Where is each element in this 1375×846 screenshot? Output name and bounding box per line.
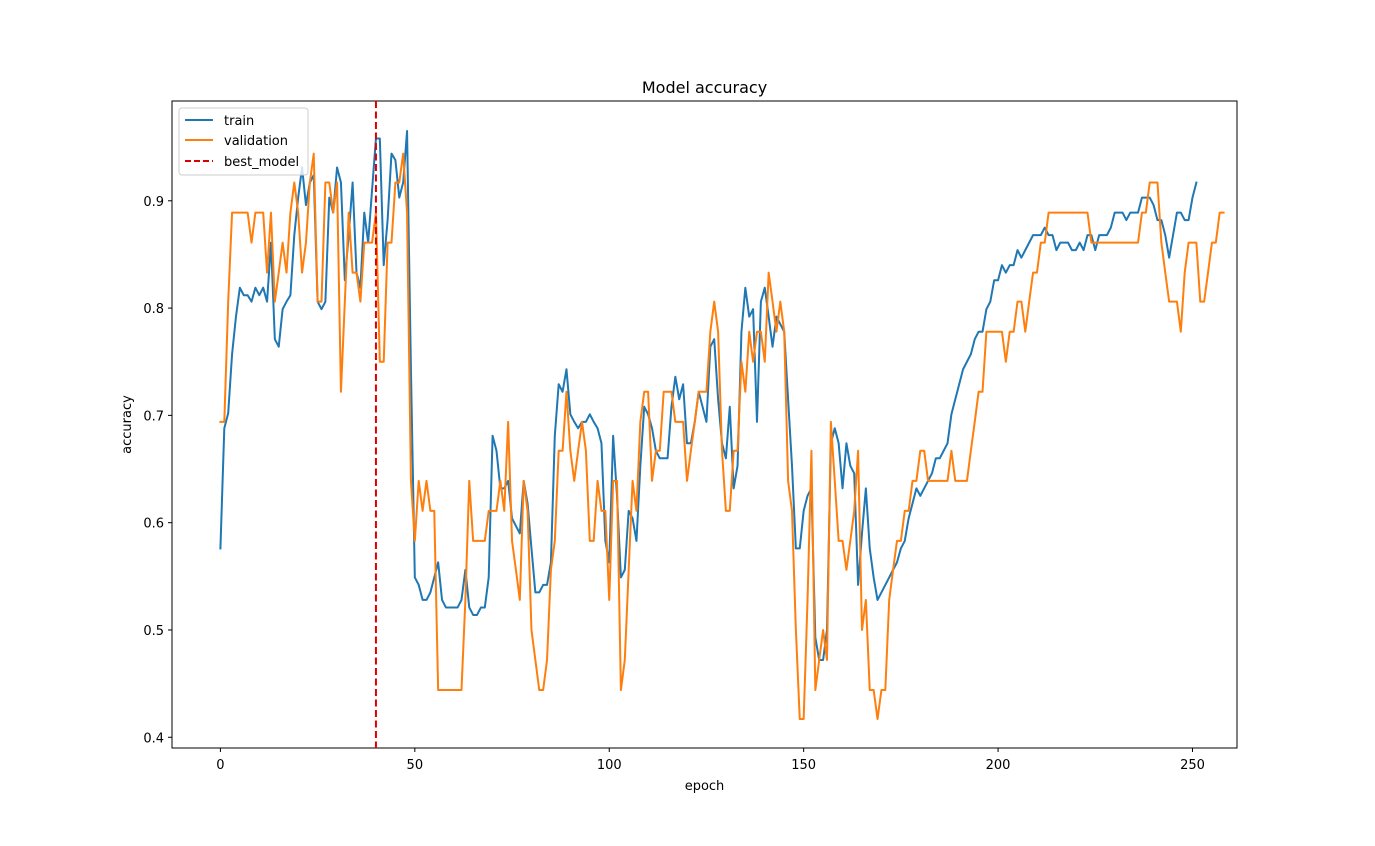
- x-tick-label: 150: [791, 758, 816, 773]
- x-tick-label: 250: [1180, 758, 1205, 773]
- x-tick-label: 100: [597, 758, 622, 773]
- axes-frame: [171, 100, 1238, 749]
- y-tick-label: 0.8: [143, 302, 164, 317]
- y-axis-label: accuracy: [120, 395, 135, 454]
- legend-frame: [178, 107, 309, 176]
- train-series-line: [219, 130, 1198, 662]
- x-tick-label: 50: [407, 758, 424, 773]
- x-axis-label: epoch: [685, 779, 725, 794]
- y-axis: 0.4 0.5 0.6 0.7 0.8 0.9: [143, 195, 172, 746]
- y-tick-label: 0.4: [143, 731, 164, 746]
- y-tick-label: 0.7: [143, 409, 164, 424]
- validation-series-line: [219, 152, 1225, 721]
- legend: train validation best_model: [178, 107, 309, 176]
- plot-area: [171, 100, 1238, 749]
- x-tick-label: 200: [986, 758, 1011, 773]
- series-layer: [219, 101, 1225, 748]
- chart-title: Model accuracy: [642, 78, 767, 97]
- legend-label-validation: validation: [224, 134, 288, 149]
- y-tick-label: 0.6: [143, 517, 164, 532]
- legend-label-best-model: best_model: [224, 155, 299, 170]
- y-tick-label: 0.9: [143, 195, 164, 210]
- legend-label-train: train: [224, 114, 254, 129]
- x-tick-label: 0: [216, 758, 224, 773]
- x-axis: 0 50 100 150 200 250: [216, 748, 1205, 773]
- y-tick-label: 0.5: [143, 624, 164, 639]
